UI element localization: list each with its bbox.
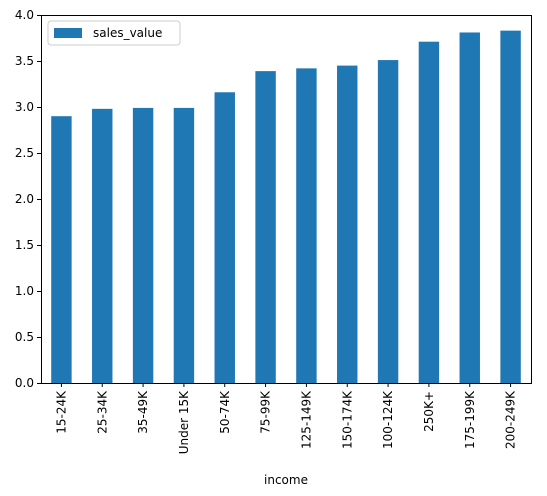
x-tick-label: 250K+	[422, 391, 436, 432]
bar-125-149K	[296, 68, 317, 384]
x-axis-label: income	[264, 473, 308, 487]
x-tick-label: 200-249K	[504, 390, 518, 449]
y-tick-label: 2.5	[15, 146, 34, 160]
plot-frame	[41, 15, 532, 384]
bar-250K+	[418, 41, 440, 384]
bar-15-24K	[51, 116, 72, 383]
bar-75-99K	[255, 71, 276, 384]
bar-175-199K	[459, 32, 480, 383]
x-tick-label: 175-199K	[463, 390, 477, 449]
x-tick-label: 100-124K	[381, 390, 395, 449]
bar-100-124K	[377, 60, 399, 383]
bar-150-174K	[337, 65, 358, 383]
bar-25-34K	[92, 108, 113, 383]
y-tick-label: 4.0	[15, 8, 34, 22]
x-tick-label: 15-24K	[54, 390, 68, 434]
bar-200-249K	[500, 30, 521, 383]
legend: sales_value	[47, 20, 181, 46]
bar-50-74K	[214, 92, 235, 383]
x-tick-label: 50-74K	[218, 390, 232, 434]
x-tick-label: 75-99K	[259, 390, 273, 434]
y-tick-label: 0.5	[15, 330, 34, 344]
y-axis: 0.0 0.5 1.0 1.5 2.0 2.5 3.0 3.5 4.0	[15, 8, 41, 390]
plot-bars	[51, 30, 521, 384]
x-tick-label: 150-174K	[340, 390, 354, 449]
y-tick-label: 3.5	[15, 54, 34, 68]
bar-Under 15K	[173, 107, 195, 384]
x-tick-label: 125-149K	[299, 390, 313, 449]
legend-swatch	[54, 28, 82, 38]
x-tick-label: 35-49K	[136, 390, 150, 434]
legend-label: sales_value	[93, 26, 162, 40]
bar-35-49K	[132, 107, 154, 384]
y-tick-label: 2.0	[15, 192, 34, 206]
x-axis: 15-24K 25-34K 35-49K Under 15K 50-74K 75-99K 1…	[54, 383, 518, 454]
x-tick-label: 25-34K	[95, 390, 109, 434]
y-tick-label: 3.0	[15, 100, 34, 114]
x-tick-label: Under 15K	[177, 390, 191, 454]
y-tick-label: 1.5	[15, 238, 34, 252]
y-tick-label: 1.0	[15, 284, 34, 298]
legend-box	[47, 20, 181, 46]
y-tick-label: 0.0	[15, 376, 34, 390]
